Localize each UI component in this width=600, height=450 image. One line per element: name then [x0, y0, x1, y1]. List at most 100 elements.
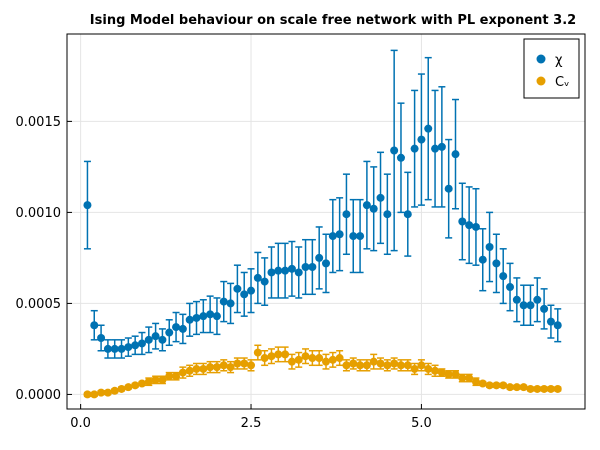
data-point	[322, 259, 330, 268]
data-point	[83, 201, 92, 210]
data-point	[546, 384, 555, 393]
data-point	[458, 374, 467, 383]
data-point	[499, 272, 508, 281]
data-point	[533, 384, 542, 393]
data-point	[519, 301, 528, 310]
data-point	[417, 361, 426, 370]
data-point	[383, 210, 392, 219]
data-point	[471, 377, 480, 386]
data-point	[506, 383, 515, 392]
data-point	[383, 361, 392, 370]
data-point	[308, 263, 317, 272]
data-point	[103, 344, 112, 353]
data-point	[158, 375, 167, 384]
data-point	[90, 321, 99, 330]
data-point	[151, 375, 160, 384]
y-tick-label: 0.0015	[16, 115, 62, 130]
data-point	[485, 381, 494, 390]
data-point	[328, 232, 337, 241]
plot-series	[83, 49, 562, 399]
data-point	[478, 255, 487, 264]
data-point	[219, 297, 228, 306]
y-tick-label: 0.0010	[16, 206, 62, 221]
data-point	[458, 217, 467, 226]
data-point	[390, 359, 399, 368]
data-point	[553, 321, 562, 330]
data-point	[212, 312, 221, 321]
data-point	[335, 230, 344, 239]
data-point	[465, 221, 474, 230]
data-point	[110, 344, 119, 353]
data-point	[301, 352, 310, 361]
legend-label-chi: χ	[555, 53, 563, 68]
data-point	[396, 153, 405, 162]
data-point	[103, 388, 112, 397]
data-point	[281, 350, 290, 359]
data-point	[506, 283, 515, 292]
data-point	[206, 310, 215, 319]
data-point	[274, 350, 283, 359]
data-point	[444, 184, 453, 193]
data-point	[478, 379, 487, 388]
data-point	[124, 383, 133, 392]
data-point	[199, 364, 208, 373]
legend-label-cv: Cᵥ	[555, 75, 570, 90]
data-point	[117, 384, 126, 393]
data-point	[226, 299, 235, 308]
data-point	[546, 317, 555, 326]
data-point	[519, 383, 528, 392]
plot-frame	[66, 33, 586, 410]
data-point	[294, 355, 303, 364]
data-point	[240, 359, 249, 368]
data-point	[158, 335, 167, 344]
data-point	[403, 210, 412, 219]
data-point	[192, 364, 201, 373]
data-point	[233, 284, 242, 293]
data-point	[390, 146, 399, 155]
data-point	[274, 266, 283, 275]
data-point	[437, 142, 446, 151]
legend: χ Cᵥ	[523, 38, 580, 99]
data-point	[492, 381, 501, 390]
data-point	[410, 364, 419, 373]
x-tick-label: 0.0	[70, 416, 91, 431]
data-point	[192, 313, 201, 322]
legend-box	[523, 38, 580, 99]
data-point	[137, 379, 146, 388]
data-point	[267, 352, 276, 361]
data-point	[451, 150, 460, 159]
data-point	[465, 374, 474, 383]
data-point	[144, 335, 153, 344]
data-point	[417, 135, 426, 144]
data-point	[369, 204, 378, 213]
data-point	[240, 290, 249, 299]
y-tick-label: 0.0000	[16, 388, 62, 403]
data-point	[485, 242, 494, 251]
grid	[67, 34, 585, 409]
data-point	[267, 268, 276, 277]
data-point	[233, 359, 242, 368]
data-point	[165, 328, 174, 337]
data-point	[356, 361, 365, 370]
data-point	[287, 357, 296, 366]
data-point	[410, 144, 419, 153]
data-point	[83, 390, 92, 399]
data-point	[226, 363, 235, 372]
data-point	[165, 372, 174, 381]
data-point	[185, 366, 194, 375]
data-point	[247, 286, 256, 295]
data-point	[97, 388, 106, 397]
data-point	[117, 344, 126, 353]
data-point	[178, 324, 187, 333]
data-point	[376, 193, 385, 202]
data-point	[362, 201, 371, 210]
data-point	[540, 384, 549, 393]
data-point	[253, 348, 262, 357]
data-point	[437, 368, 446, 377]
data-point	[512, 383, 521, 392]
chart-title: Ising Model behaviour on scale free netw…	[90, 13, 576, 28]
y-tick-label: 0.0005	[16, 297, 62, 312]
series-cv	[83, 344, 562, 399]
data-point	[260, 354, 269, 363]
